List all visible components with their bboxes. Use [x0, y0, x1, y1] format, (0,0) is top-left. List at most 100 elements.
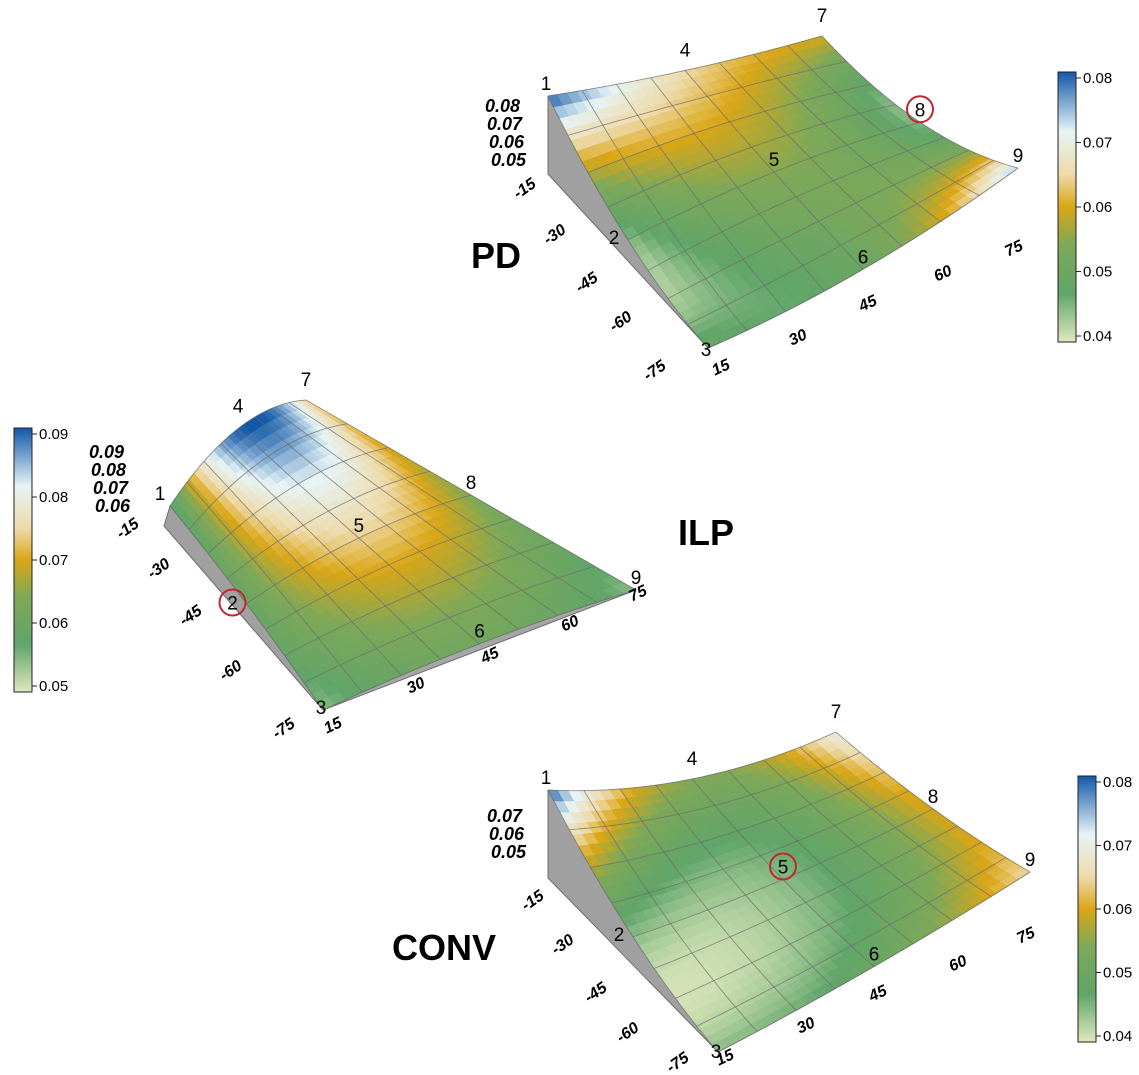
chart-title: CONV: [392, 927, 496, 968]
y-tick-label: -15: [511, 175, 541, 203]
grid-line: [707, 167, 1019, 349]
point-label-8: 8: [466, 473, 477, 494]
z-tick-label: 0.08: [485, 96, 520, 116]
point-label-9: 9: [1025, 850, 1036, 871]
point-label-2: 2: [227, 594, 238, 615]
z-tick-label: 0.07: [487, 114, 523, 134]
x-tick-label: 60: [946, 952, 969, 975]
y-tick-label: -15: [519, 887, 549, 915]
z-tick-label: 0.07: [93, 478, 129, 498]
point-label-7: 7: [301, 370, 312, 391]
colorbar-tick-label: 0.05: [39, 678, 68, 695]
point-label-5: 5: [769, 150, 780, 171]
x-tick-label: 15: [321, 714, 345, 737]
x-tick-label: 45: [478, 644, 503, 668]
z-tick-label: 0.08: [91, 460, 126, 480]
grid-line: [654, 825, 958, 969]
x-tick-label: 30: [786, 326, 809, 349]
surface-mesh: [169, 399, 637, 711]
grid-line: [727, 770, 914, 945]
surface-grid: [169, 399, 637, 711]
point-label-1: 1: [541, 74, 552, 95]
grid-line: [696, 857, 1006, 1027]
colorbar-tick-label: 0.07: [1083, 135, 1112, 152]
point-label-4: 4: [680, 41, 691, 62]
y-tick-label: -30: [145, 555, 174, 582]
point-label-5: 5: [353, 516, 364, 537]
y-tick-label: -30: [549, 931, 578, 958]
grid-line: [303, 565, 595, 683]
point-label-1: 1: [155, 484, 166, 505]
surface-mesh: [547, 731, 1031, 1053]
x-tick-label: 30: [794, 1014, 817, 1037]
x-tick-label: 60: [558, 612, 581, 635]
z-tick-label: 0.06: [489, 824, 525, 844]
x-tick-label: 45: [866, 982, 891, 1006]
grid-line: [322, 589, 637, 711]
point-label-4: 4: [233, 397, 244, 418]
surface-mesh: [547, 35, 1019, 349]
x-tick-label: 15: [709, 356, 733, 379]
colorbar-tick-label: 0.07: [1103, 838, 1132, 855]
y-tick-label: -45: [177, 602, 207, 630]
colorbar-tick-label: 0.05: [1083, 264, 1112, 281]
surface-chart-pd: 1234567890.080.070.060.05-15-30-45-60-75…: [471, 6, 1112, 385]
grid-line: [717, 871, 1031, 1053]
colorbar-tick-label: 0.08: [1083, 70, 1112, 87]
surface-grid: [547, 35, 1019, 349]
point-label-1: 1: [541, 768, 552, 789]
point-label-7: 7: [831, 702, 842, 723]
chart-title: ILP: [678, 512, 734, 553]
colorbar-tick-label: 0.08: [1103, 774, 1132, 791]
grid-line: [687, 159, 994, 325]
grid-line: [627, 121, 921, 241]
grid-line: [254, 416, 519, 630]
colorbar-tick-label: 0.07: [39, 552, 68, 569]
y-tick-label: -30: [541, 221, 570, 248]
y-tick-label: -60: [614, 1019, 643, 1046]
grid-line: [288, 402, 598, 603]
x-tick-label: 75: [626, 582, 650, 605]
grid-line: [718, 62, 903, 247]
colorbar-tick-label: 0.04: [1103, 1028, 1132, 1045]
colorbar-tick-label: 0.05: [1103, 965, 1132, 982]
z-tick-label: 0.05: [491, 842, 527, 862]
highlight-circle: [769, 852, 797, 881]
point-label-7: 7: [817, 6, 828, 27]
chart-title: PD: [471, 235, 521, 276]
point-label-9: 9: [631, 568, 642, 589]
grid-line: [271, 407, 559, 616]
point-label-2: 2: [609, 228, 620, 249]
y-tick-label: -75: [664, 1049, 694, 1075]
grid-line: [265, 518, 513, 630]
grid-line: [284, 542, 554, 657]
point-label-8: 8: [928, 787, 939, 808]
x-tick-label: 60: [931, 262, 954, 285]
point-label-3: 3: [316, 698, 327, 719]
y-tick-label: -60: [217, 657, 246, 684]
grid-line: [675, 841, 982, 999]
point-label-6: 6: [869, 945, 880, 966]
grid-line: [667, 149, 970, 299]
z-tick-label: 0.06: [95, 496, 131, 516]
z-tick-label: 0.07: [487, 806, 523, 826]
highlight-circle: [906, 95, 934, 124]
grid-line: [753, 54, 941, 222]
colorbar: [1057, 71, 1077, 343]
y-tick-label: -60: [607, 308, 636, 335]
z-tick-label: 0.09: [89, 442, 124, 462]
x-tick-label: 15: [713, 1046, 737, 1069]
point-label-3: 3: [711, 1042, 722, 1063]
colorbar: [1077, 775, 1097, 1043]
point-label-3: 3: [701, 340, 712, 361]
y-tick-label: -15: [114, 515, 144, 543]
point-label-9: 9: [1013, 146, 1024, 167]
x-tick-label: 75: [1014, 924, 1038, 947]
colorbar-tick-label: 0.09: [39, 426, 68, 443]
colorbar-tick-label: 0.06: [39, 615, 68, 632]
grid-line: [246, 494, 472, 604]
grid-line: [305, 399, 637, 591]
y-tick-label: -45: [573, 269, 603, 297]
